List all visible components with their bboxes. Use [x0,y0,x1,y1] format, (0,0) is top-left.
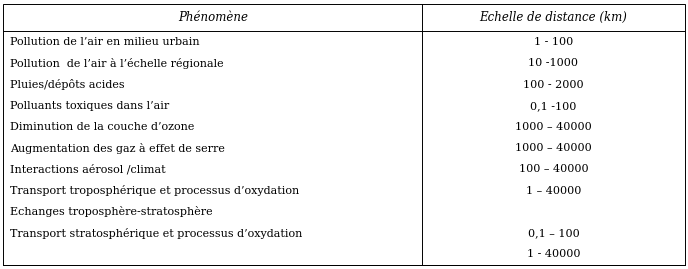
Text: Echelle de distance (km): Echelle de distance (km) [480,11,627,24]
Text: 1 - 40000: 1 - 40000 [527,249,580,259]
Text: 1000 – 40000: 1000 – 40000 [515,122,592,132]
Text: Pollution de l’air en milieu urbain: Pollution de l’air en milieu urbain [10,37,200,47]
Text: 10 -1000: 10 -1000 [528,58,579,68]
Text: 1000 – 40000: 1000 – 40000 [515,143,592,153]
Text: Pluies/dépôts acides: Pluies/dépôts acides [10,79,125,90]
Text: Polluants toxiques dans l’air: Polluants toxiques dans l’air [10,101,169,111]
Text: Echanges troposphère-stratosphère: Echanges troposphère-stratosphère [10,206,213,217]
Text: 100 - 2000: 100 - 2000 [523,80,583,90]
Text: Pollution  de l’air à l’échelle régionale: Pollution de l’air à l’échelle régionale [10,58,224,69]
Text: Interactions aérosol /climat: Interactions aérosol /climat [10,164,166,175]
Text: Transport troposphérique et processus d’oxydation: Transport troposphérique et processus d’… [10,185,299,196]
Text: Diminution de la couche d’ozone: Diminution de la couche d’ozone [10,122,195,132]
Text: 1 - 100: 1 - 100 [534,37,573,47]
Text: Phénomène: Phénomène [178,11,248,24]
Text: Transport stratosphérique et processus d’oxydation: Transport stratosphérique et processus d… [10,228,303,239]
Text: 0,1 – 100: 0,1 – 100 [528,228,579,238]
Text: Augmentation des gaz à effet de serre: Augmentation des gaz à effet de serre [10,143,225,154]
Text: 1 – 40000: 1 – 40000 [526,186,581,196]
Text: 0,1 -100: 0,1 -100 [530,101,577,111]
Text: 100 – 40000: 100 – 40000 [519,164,588,174]
